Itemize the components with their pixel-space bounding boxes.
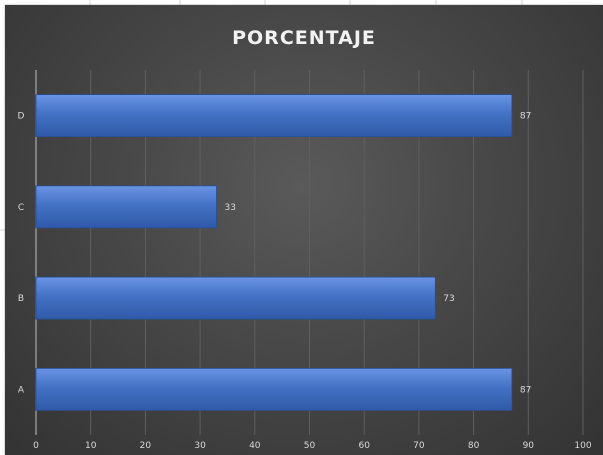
- x-tick-label: 90: [523, 441, 535, 451]
- y-tick-label: C: [18, 203, 24, 213]
- x-tick-label: 80: [468, 441, 480, 451]
- chart-title: PORCENTAJE: [232, 27, 376, 49]
- bar-b: [35, 276, 436, 320]
- bar-c: [35, 185, 217, 229]
- x-tick-label: 10: [85, 441, 97, 451]
- data-label: 73: [443, 294, 454, 304]
- x-tick-label: 100: [574, 441, 591, 451]
- data-label: 33: [225, 203, 236, 213]
- y-tick-label: A: [18, 385, 25, 395]
- bar-d: [35, 94, 513, 138]
- y-tick-label: B: [18, 294, 24, 304]
- x-tick-label: 0: [33, 441, 39, 451]
- data-label: 87: [520, 385, 531, 395]
- bar-a: [35, 367, 513, 411]
- y-tick-label: D: [18, 112, 25, 122]
- plot-area: 0 10 20 30 40 50 60 70 80 90 100 87 A 73 B 33 C 87 D: [18, 70, 592, 451]
- bar-chart[interactable]: PORCENTAJE 0 10 20 30 40 50 60 70 80 90 100 87 A 73 B 3…: [5, 5, 603, 455]
- x-tick-label: 40: [249, 441, 261, 451]
- data-label: 87: [520, 112, 531, 122]
- x-tick-label: 20: [140, 441, 152, 451]
- x-tick-label: 70: [413, 441, 425, 451]
- x-tick-label: 30: [194, 441, 206, 451]
- x-tick-label: 60: [358, 441, 370, 451]
- x-tick-label: 50: [304, 441, 316, 451]
